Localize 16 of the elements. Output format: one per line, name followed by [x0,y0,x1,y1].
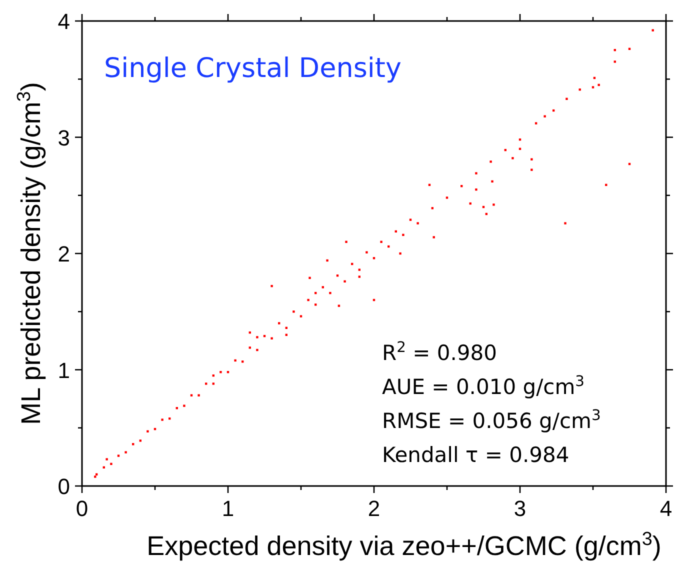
y-tick-label: 2 [58,242,70,266]
x-tick-label: 2 [368,496,380,521]
text: Single Crystal Density [104,53,402,84]
x-tick-label: 0 [76,496,88,521]
x-tick-label: 4 [660,496,672,521]
annotation: R$^{2}$ = 0.980 [382,338,498,365]
annotation: AUE = 0.010 g/cm$^{3}$ [382,372,585,399]
y-tick-label: 1 [58,358,70,383]
x-axis-title: Expected density via zeo++/GCMC (g/cm$^{3}$) [146,528,662,561]
y-tick-label: 4 [58,9,70,34]
y-tick-label: 0 [58,474,70,499]
y-tick-label: 3 [58,125,70,150]
x-tick-label: 3 [514,496,526,521]
annotation: RMSE = 0.056 g/cm$^{3}$ [382,406,601,433]
annotation: Kendall τ = 0.984 [382,443,570,467]
x-tick-label: 1 [222,496,234,521]
